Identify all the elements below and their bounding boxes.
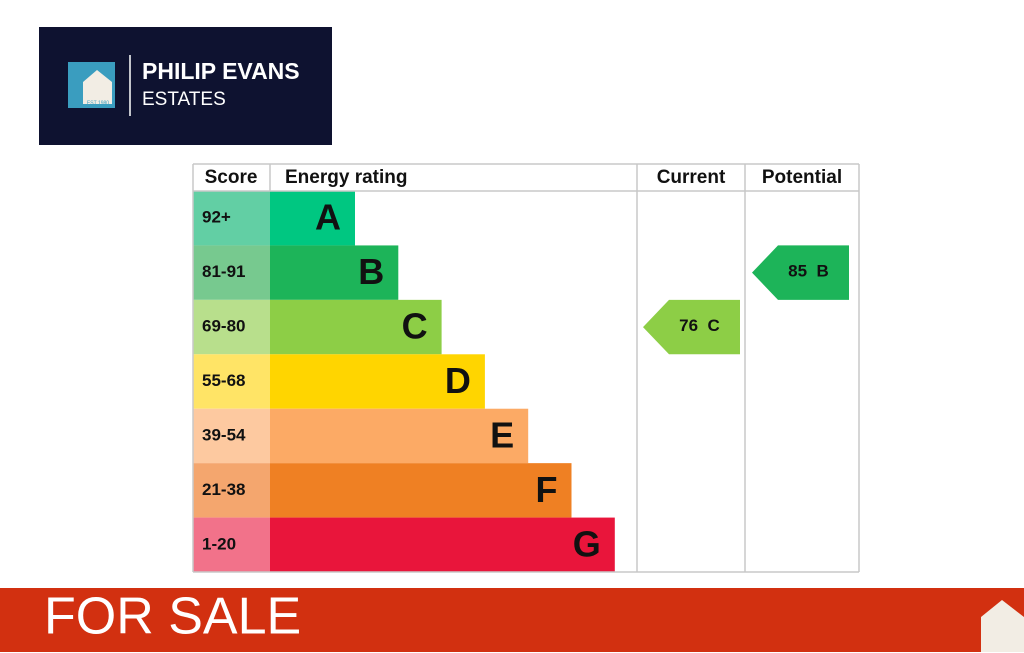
- potential-label: 85 B: [788, 262, 829, 281]
- score-cell: [193, 245, 270, 300]
- banner-text: FOR SALE: [44, 588, 301, 646]
- rating-letter: E: [490, 414, 514, 455]
- score-label: 92+: [202, 208, 231, 227]
- score-label: 69-80: [202, 317, 245, 336]
- score-label: 81-91: [202, 262, 245, 281]
- epc-table: Score Energy rating Current Potential 92+ A 81…: [192, 163, 860, 573]
- rating-bar: [270, 463, 572, 518]
- score-cell: [193, 191, 270, 246]
- rating-bar: [270, 299, 442, 355]
- banner: [0, 588, 1024, 652]
- rating-bar: [270, 354, 485, 409]
- rating-letter: G: [573, 523, 601, 564]
- logo-house: [83, 70, 112, 104]
- score-cell: [193, 408, 270, 464]
- score-label: 55-68: [202, 371, 245, 390]
- rating-bar: [270, 245, 399, 300]
- banner-house: [981, 600, 1024, 652]
- header-cell: Current: [657, 167, 726, 188]
- logo-name: PHILIP EVANS: [142, 58, 300, 84]
- current-rating: C: [708, 317, 720, 336]
- logo-est: EST 1980: [87, 100, 109, 106]
- rating-bar: [270, 408, 529, 464]
- score-cell: [193, 463, 270, 518]
- header-cell: Score: [205, 167, 258, 188]
- current-score: 76: [679, 317, 698, 336]
- rating-letter: F: [536, 469, 558, 510]
- rating-bar: [270, 517, 615, 573]
- potential-arrow: [752, 245, 849, 300]
- header-cell: Energy rating: [285, 167, 407, 188]
- current-arrow: [643, 299, 740, 355]
- rating-bar: [270, 191, 355, 246]
- score-label: 39-54: [202, 425, 246, 444]
- score-label: 1-20: [202, 534, 236, 553]
- score-label: 21-38: [202, 480, 245, 499]
- rating-letter: B: [358, 251, 384, 292]
- potential-score: 85: [788, 262, 807, 281]
- score-cell: [193, 517, 270, 573]
- logo-subtitle: ESTATES: [142, 89, 226, 110]
- score-cell: [193, 299, 270, 355]
- rating-letter: A: [315, 197, 341, 238]
- rating-letter: D: [445, 360, 471, 401]
- score-cell: [193, 354, 270, 409]
- rating-letter: C: [402, 306, 428, 347]
- potential-rating: B: [817, 262, 829, 281]
- current-label: 76 C: [679, 317, 720, 336]
- header-cell: Potential: [762, 167, 842, 188]
